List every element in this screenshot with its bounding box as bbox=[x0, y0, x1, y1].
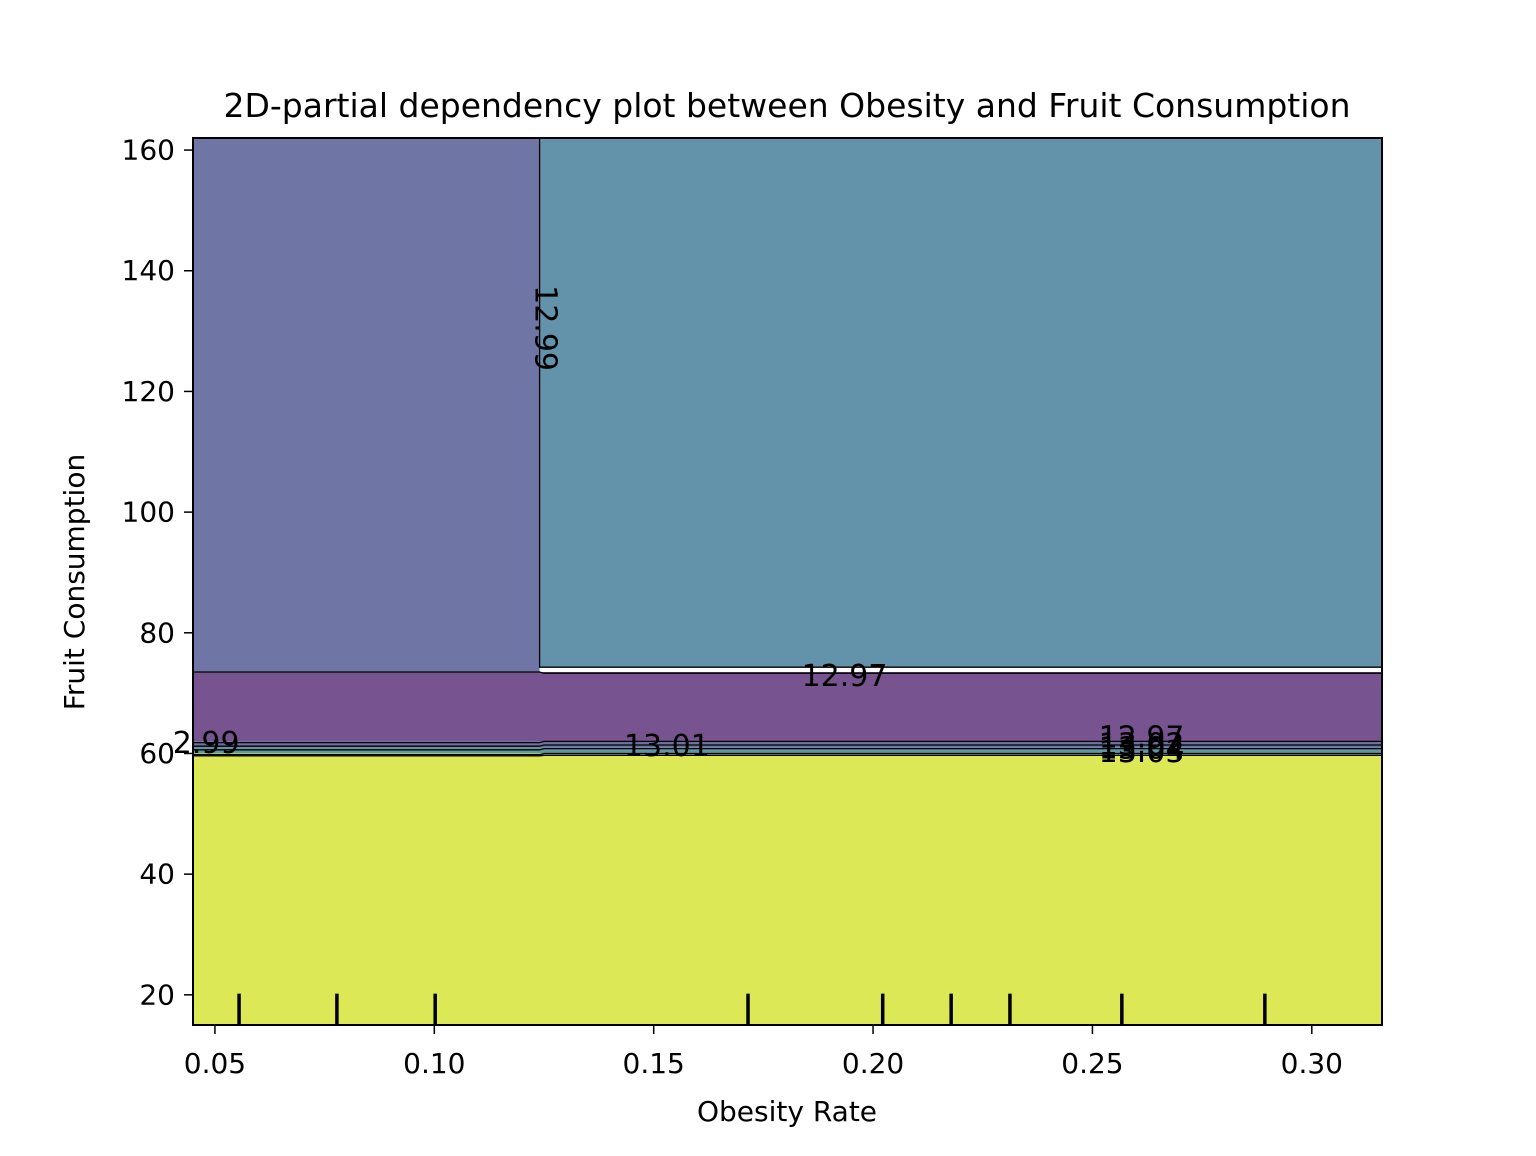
contour-label-5: 13.02 bbox=[1099, 728, 1185, 763]
contour-region-0 bbox=[193, 138, 540, 673]
x-tick-label-3: 0.20 bbox=[842, 1047, 904, 1080]
contour-line-6 bbox=[193, 754, 1382, 757]
contour-line-4 bbox=[193, 747, 1382, 751]
x-tick-label-0: 0.05 bbox=[184, 1047, 246, 1080]
x-tick-label-1: 0.10 bbox=[403, 1047, 465, 1080]
y-tick-label-4: 100 bbox=[122, 496, 175, 529]
contour-label-2: 2.99 bbox=[173, 726, 240, 761]
contour-line-1 bbox=[193, 671, 1382, 674]
contour-line-2 bbox=[193, 740, 1382, 744]
plot-frame bbox=[192, 137, 1383, 1026]
contour-label-6: 13.04 bbox=[1099, 731, 1185, 766]
x-axis: 0.05 0.10 0.15 0.20 0.25 0.30 bbox=[184, 1025, 1343, 1080]
contour-line-5 bbox=[193, 752, 1382, 756]
y-tick-label-6: 140 bbox=[122, 254, 175, 287]
contour-label-3: 13.01 bbox=[624, 729, 710, 764]
y-tick-label-7: 160 bbox=[122, 134, 175, 167]
contour-line-layer bbox=[193, 138, 1382, 757]
contour-region-4 bbox=[193, 747, 1382, 754]
contour-label-1: 12.97 bbox=[802, 659, 888, 694]
contour-fill-layer bbox=[193, 138, 1382, 1025]
x-tick-label-4: 0.25 bbox=[1061, 1047, 1123, 1080]
contour-region-1 bbox=[539, 138, 1382, 668]
contour-region-5 bbox=[193, 753, 1382, 1025]
x-tick-label-2: 0.15 bbox=[623, 1047, 685, 1080]
contour-line-0 bbox=[538, 138, 1382, 668]
y-axis-label: Fruit Consumption bbox=[58, 454, 91, 710]
rug-layer bbox=[237, 993, 1267, 1025]
contour-label-7: 13.03 bbox=[1099, 735, 1185, 770]
y-tick-label-3: 80 bbox=[139, 616, 175, 649]
x-axis-label: Obesity Rate bbox=[697, 1095, 877, 1128]
chart-title: 2D-partial dependency plot between Obesi… bbox=[223, 86, 1350, 125]
x-tick-label-5: 0.30 bbox=[1281, 1047, 1343, 1080]
y-axis: 20 40 60 80 100 120 140 160 bbox=[122, 134, 193, 1011]
y-tick-label-0: 20 bbox=[139, 978, 175, 1011]
contour-region-2 bbox=[193, 672, 1382, 742]
y-tick-label-2: 60 bbox=[139, 737, 175, 770]
y-tick-label-1: 40 bbox=[139, 858, 175, 891]
contour-line-3 bbox=[193, 744, 1382, 747]
contour-label-0: 12.99 bbox=[527, 285, 562, 371]
contour-label-4: 12.97 bbox=[1099, 720, 1185, 755]
y-tick-label-5: 120 bbox=[122, 375, 175, 408]
